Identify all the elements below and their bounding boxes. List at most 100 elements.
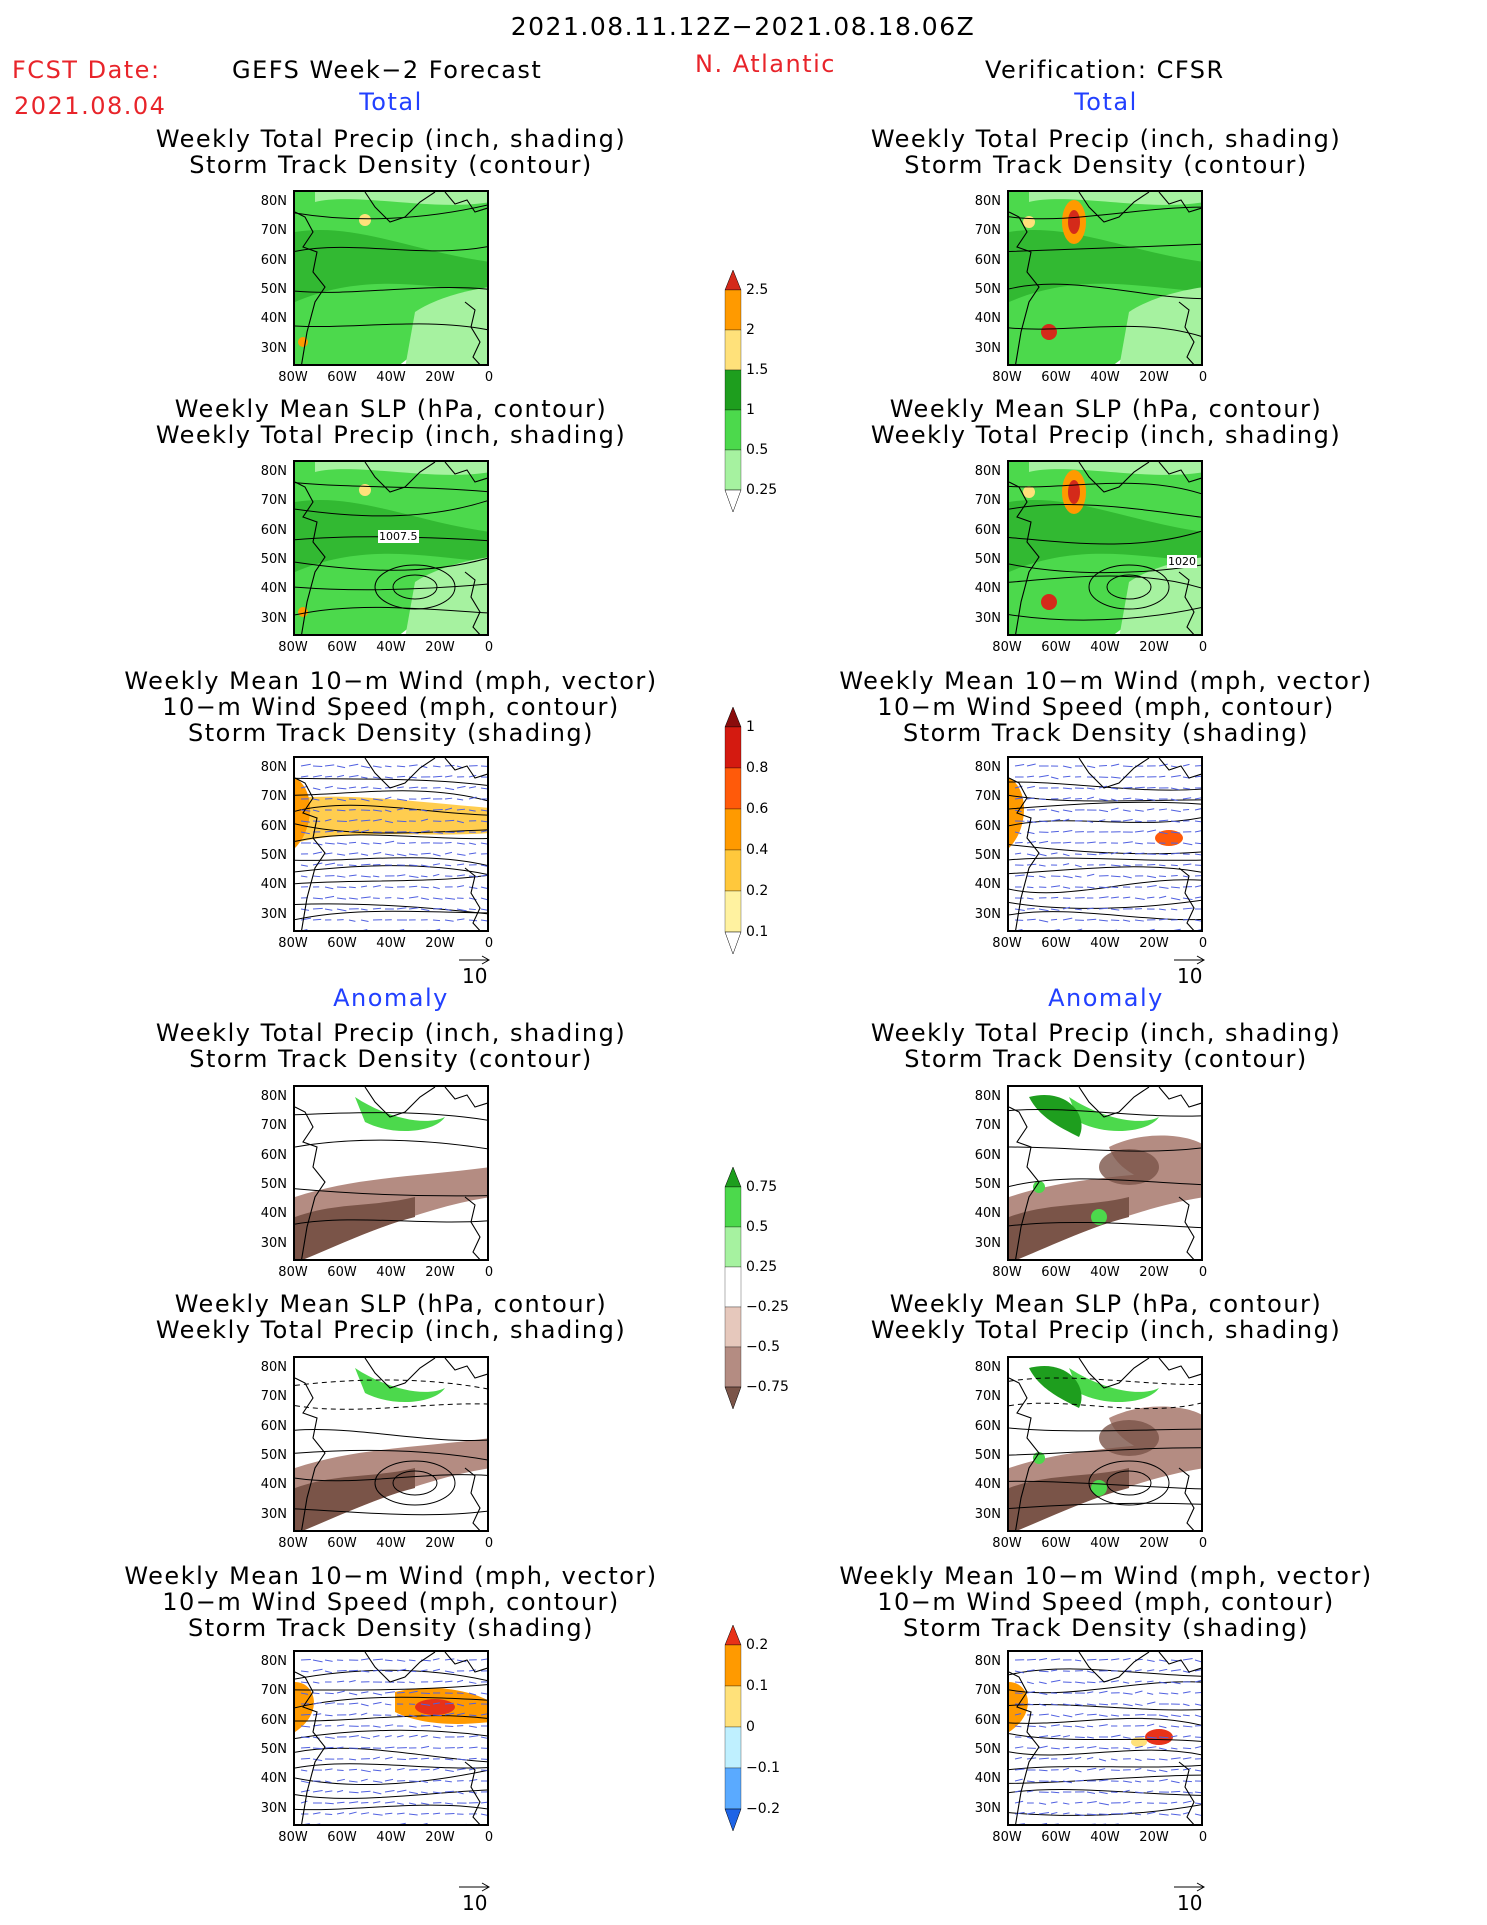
map-wind_track-forecast-anomaly [293,1650,489,1826]
lat-tick-label: 80N [260,194,287,209]
lon-tick-label: 60W [1041,1265,1071,1280]
panel-title-line: 10−m Wind Speed (mph, contour) [877,693,1335,721]
colorbar-tick-label: −0.1 [746,1760,780,1776]
panel-title-line: Weekly Total Precip (inch, shading) [870,1316,1342,1344]
lon-tick-label: 20W [425,370,455,385]
lon-tick-label: 60W [327,1830,357,1845]
panel-title-precip_track-verification: Weekly Total Precip (inch, shading) Storm… [871,126,1341,178]
panel-title-line: Weekly Total Precip (inch, shading) [870,421,1342,449]
lon-tick-label: 40W [1090,1536,1120,1551]
colorbar-tick-label: 1.5 [746,362,769,378]
lat-tick-label: 60N [974,1147,1001,1163]
vector-reference-arrow [459,955,491,965]
map-wind_track-forecast [293,756,489,932]
colorbar-tick-label: 0.2 [746,1637,769,1653]
total-label-left: Total [359,88,423,116]
map-precip_track-forecast [293,190,489,366]
lon-tick-label: 0 [484,1830,494,1845]
lon-tick-label: 40W [376,936,406,951]
lat-tick-label: 30N [260,1800,287,1816]
panel-title-line: Weekly Mean SLP (hPa, contour) [174,395,608,423]
precip-total-colorbar [724,270,742,513]
lat-tick-label: 80N [974,464,1001,479]
lon-tick-label: 40W [1090,936,1120,951]
lat-tick-label: 40N [260,1206,287,1222]
lon-tick-label: 0 [484,640,494,655]
lon-tick-label: 40W [1090,640,1120,655]
colorbar-tick-label: 0.25 [746,482,778,498]
fcst-date-value: 2021.08.04 [14,92,167,120]
map-plot [1009,192,1201,364]
lat-tick-label: 70N [974,789,1001,805]
lon-tick-label: 40W [376,1536,406,1551]
lat-tick-label: 40N [260,311,287,327]
vector-reference-arrow [459,1882,491,1892]
forecast-period: 2021.08.11.12Z−2021.08.18.06Z [510,12,976,41]
map-slp_precip-forecast-anomaly [293,1356,489,1532]
colorbar-tick-label: 0.75 [746,1179,778,1195]
colorbar-tick-label: 0.6 [746,801,769,817]
lon-tick-label: 80W [278,370,308,385]
anomaly-label-right: Anomaly [1048,984,1164,1012]
panel-title-line: Weekly Total Precip (inch, shading) [155,125,627,153]
panel-title-line: 10−m Wind Speed (mph, contour) [162,1588,620,1616]
colorbar-tick-label: 2.5 [746,282,769,298]
panel-title-slp_precip-verification: Weekly Mean SLP (hPa, contour) Weekly Tot… [871,396,1341,448]
lon-tick-label: 40W [376,370,406,385]
lon-tick-label: 20W [1139,370,1169,385]
lat-tick-label: 30N [260,906,287,922]
lon-tick-label: 80W [992,936,1022,951]
precip-anom-colorbar [724,1167,742,1410]
colorbar-tick-label: 0.8 [746,760,769,776]
map-slp_precip-forecast [293,460,489,636]
lat-tick-label: 50N [974,281,1001,297]
lon-tick-label: 40W [376,1265,406,1280]
lon-tick-label: 20W [425,1830,455,1845]
panel-title-line: Weekly Mean 10−m Wind (mph, vector) [124,1562,658,1590]
panel-title-line: Weekly Mean SLP (hPa, contour) [174,1290,608,1318]
lat-tick-label: 70N [974,1389,1001,1405]
vector-reference-value: 10 [462,1891,488,1915]
panel-title-line: 10−m Wind Speed (mph, contour) [162,693,620,721]
colorbar-tick-label: 0.5 [746,1219,769,1235]
panel-title-line: Storm Track Density (contour) [189,151,593,179]
lon-tick-label: 20W [1139,1536,1169,1551]
map-plot [295,462,487,634]
lat-tick-label: 60N [260,252,287,268]
map-slp_precip-verification [1007,460,1203,636]
colorbar-tick-label: −0.2 [746,1801,780,1817]
lat-tick-label: 50N [974,1447,1001,1463]
map-slp_precip-verification-anomaly [1007,1356,1203,1532]
region-label: N. Atlantic [695,50,836,78]
lon-tick-label: 40W [1090,370,1120,385]
panel-title-line: Weekly Total Precip (inch, shading) [870,1019,1342,1047]
lat-tick-label: 60N [260,1712,287,1728]
lat-tick-label: 50N [260,1176,287,1192]
lat-tick-label: 30N [974,610,1001,626]
vector-reference-value: 10 [1177,1891,1203,1915]
lat-tick-label: 80N [974,194,1001,209]
panel-title-line: Weekly Total Precip (inch, shading) [155,1019,627,1047]
lat-tick-label: 30N [974,1506,1001,1522]
colorbar-tick-label: −0.5 [746,1339,780,1355]
lon-tick-label: 60W [1041,370,1071,385]
map-wind_track-verification [1007,756,1203,932]
lon-tick-label: 80W [992,1536,1022,1551]
lat-tick-label: 80N [974,1089,1001,1104]
lat-tick-label: 50N [260,847,287,863]
lon-tick-label: 20W [1139,936,1169,951]
map-plot [1009,758,1201,930]
lat-tick-label: 70N [974,493,1001,509]
lon-tick-label: 0 [484,936,494,951]
lat-tick-label: 80N [260,1360,287,1375]
slp-contour-label: 1020 [1167,555,1197,568]
colorbar-tick-label: −0.25 [746,1299,789,1315]
lon-tick-label: 0 [1198,1536,1208,1551]
lat-tick-label: 50N [974,1741,1001,1757]
colorbar-tick-label: 1 [746,402,755,418]
lon-tick-label: 60W [327,1536,357,1551]
lon-tick-label: 40W [1090,1830,1120,1845]
lat-tick-label: 40N [974,1206,1001,1222]
lat-tick-label: 80N [974,1360,1001,1375]
panel-title-precip_track-verification-anomaly: Weekly Total Precip (inch, shading) Storm… [871,1020,1341,1072]
